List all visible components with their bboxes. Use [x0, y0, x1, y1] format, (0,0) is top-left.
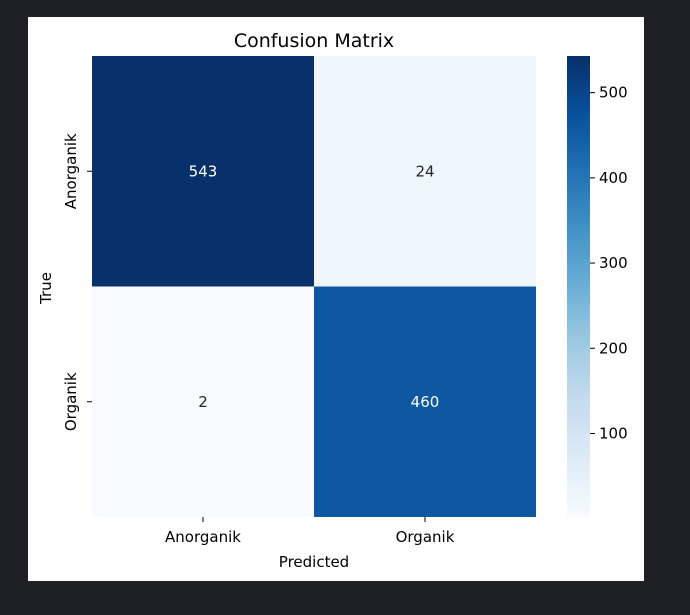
x-axis-label: Predicted: [279, 553, 349, 571]
colorbar-tick-label: 500: [599, 84, 628, 102]
colorbar-tick-label: 200: [599, 339, 628, 357]
y-tick-label: Organik: [62, 372, 80, 431]
heatmap-cell: [314, 56, 536, 287]
cell-value-label: 24: [415, 162, 434, 180]
heatmap-cells: [92, 56, 536, 517]
colorbar: [567, 56, 590, 517]
x-tick-label: Anorganik: [165, 528, 241, 546]
y-axis: Anorganik Organik: [62, 133, 92, 431]
x-axis: Anorganik Organik: [165, 517, 455, 546]
heatmap-cell: [92, 286, 314, 517]
x-tick-label: Organik: [396, 528, 455, 546]
colorbar-tick-label: 300: [599, 254, 628, 272]
cell-value-label: 460: [411, 393, 440, 411]
confusion-matrix-chart: Confusion Matrix 543 24 2 460 Anorganik Orga…: [37, 30, 628, 571]
colorbar-tick-label: 100: [599, 424, 628, 442]
colorbar-ticks: 100 200 300 400 500: [590, 84, 628, 442]
colorbar-tick-label: 400: [599, 169, 628, 187]
y-axis-label: True: [37, 272, 55, 305]
heatmap-cell-labels: 543 24 2 460: [189, 162, 440, 411]
chart-panel: Confusion Matrix 543 24 2 460 Anorganik Orga…: [28, 17, 644, 581]
cell-value-label: 2: [198, 393, 208, 411]
chart-title: Confusion Matrix: [234, 30, 394, 52]
heatmap-cell: [314, 286, 536, 517]
cell-value-label: 543: [189, 162, 218, 180]
heatmap-cell: [92, 56, 314, 287]
y-tick-label: Anorganik: [62, 133, 80, 209]
